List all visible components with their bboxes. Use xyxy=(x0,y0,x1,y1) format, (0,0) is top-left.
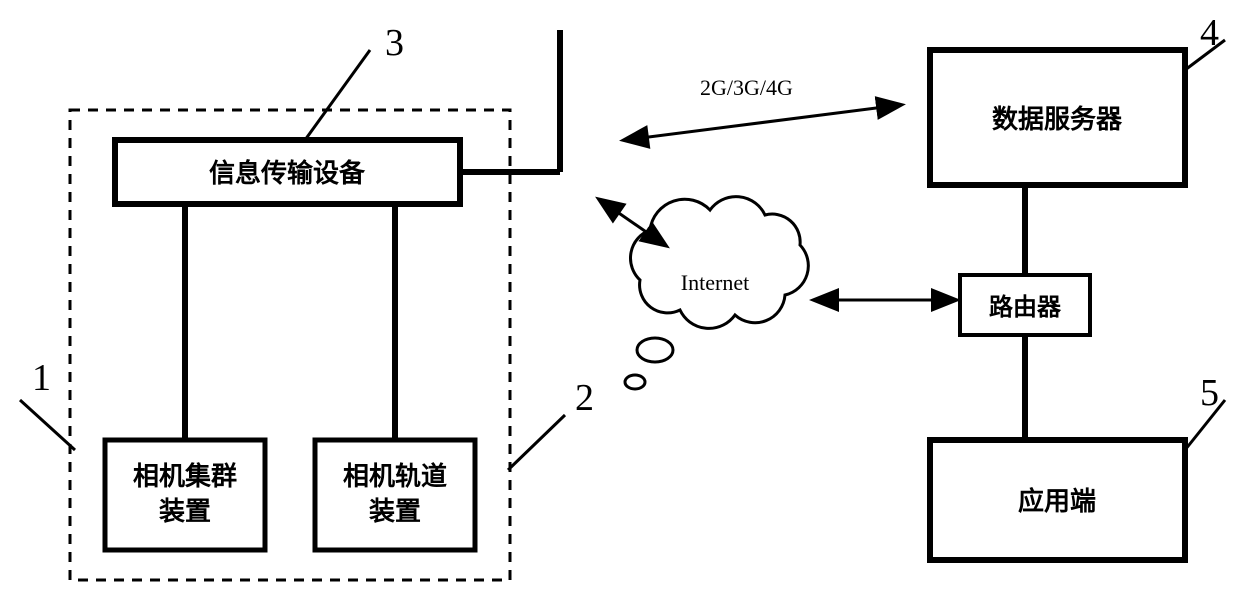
router-box: 路由器 xyxy=(960,275,1090,335)
info-transfer-box: 信息传输设备 xyxy=(115,140,460,204)
callout-4: 4 xyxy=(1200,12,1219,54)
data-server-box: 数据服务器 xyxy=(930,50,1185,185)
callout-2: 2 xyxy=(575,377,594,419)
arrow-antenna-server xyxy=(625,105,900,140)
callout-1: 1 xyxy=(32,357,51,399)
network-type-label: 2G/3G/4G xyxy=(700,75,793,100)
camera-track-box: 相机轨道 装置 xyxy=(315,440,475,550)
internet-label: Internet xyxy=(681,270,749,295)
camera-cluster-box: 相机集群 装置 xyxy=(105,440,265,550)
internet-cloud-icon: Internet xyxy=(625,197,808,389)
callout-5: 5 xyxy=(1200,372,1219,414)
info-transfer-label: 信息传输设备 xyxy=(209,158,366,188)
callout-3: 3 xyxy=(385,22,404,64)
app-end-label: 应用端 xyxy=(1018,486,1096,516)
camera-track-label1: 相机轨道 xyxy=(343,461,447,491)
connectors xyxy=(185,172,1025,440)
router-label: 路由器 xyxy=(989,293,1062,321)
data-server-label: 数据服务器 xyxy=(992,105,1123,134)
camera-cluster-label1: 相机集群 xyxy=(133,461,237,491)
camera-cluster-label2: 装置 xyxy=(159,497,211,526)
camera-track-label2: 装置 xyxy=(369,497,421,526)
app-end-box: 应用端 xyxy=(930,440,1185,560)
